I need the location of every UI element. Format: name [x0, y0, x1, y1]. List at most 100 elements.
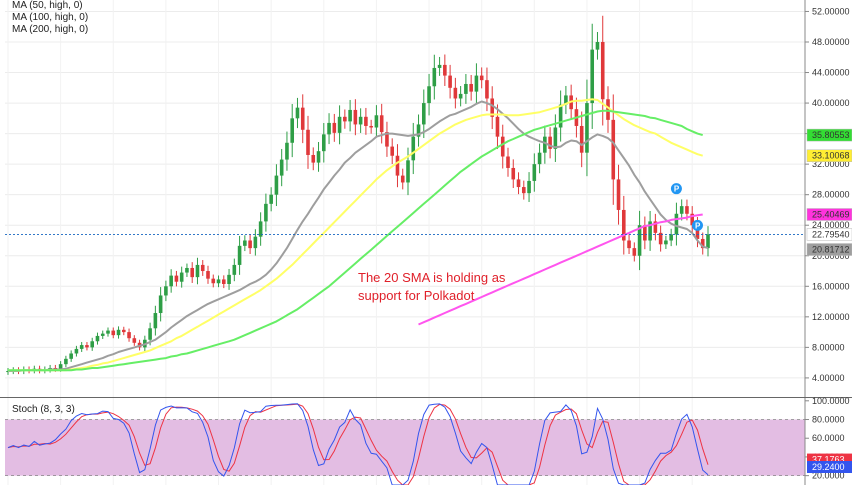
candle-body [285, 142, 289, 160]
candle-body [516, 179, 521, 188]
candle-body [427, 86, 431, 104]
candle [558, 90, 563, 142]
candle-body [269, 194, 273, 204]
candle-body [437, 64, 442, 68]
candle-body [164, 286, 168, 296]
candle-body [232, 264, 237, 275]
candle-body [90, 341, 95, 348]
candle-body [74, 348, 79, 354]
price-badge: 35.80553 [806, 128, 852, 142]
candle-body [132, 338, 137, 343]
candle-body [453, 87, 458, 99]
grid [5, 0, 805, 485]
candle-body [169, 275, 173, 287]
candle [158, 287, 163, 322]
candle [411, 122, 416, 175]
candle-body [458, 93, 463, 99]
candle-body [195, 264, 200, 278]
candle [600, 15, 605, 126]
candle-body [190, 267, 195, 278]
candle [706, 226, 710, 257]
price-panel[interactable]: PP [5, 15, 805, 375]
annotation: The 20 SMA is holding as support for Pol… [358, 270, 506, 303]
candle [206, 265, 210, 284]
candle-body [521, 187, 526, 194]
candle-body [53, 367, 58, 369]
candle-body [321, 134, 326, 152]
stoch-badge-box [807, 461, 852, 474]
candle [285, 131, 289, 171]
moving-average-lines [8, 98, 709, 372]
candle-body [500, 136, 505, 157]
candle-body [69, 353, 73, 359]
candle [643, 216, 647, 250]
candle [579, 111, 584, 168]
candle [527, 172, 531, 202]
candle-body [548, 136, 552, 149]
candle-body [353, 109, 358, 125]
candle-body [653, 221, 658, 233]
candle-body [464, 83, 468, 94]
candle [253, 229, 258, 256]
stochastic-lines [7, 403, 709, 485]
candle [443, 54, 447, 86]
candle-body [690, 213, 695, 226]
candle-body [506, 156, 510, 168]
price-badges: 35.80553 33.10068 25.40469 22.79540 20.81712 [806, 128, 852, 256]
candle [664, 235, 668, 250]
marker-circle [691, 219, 703, 231]
price-badge-label: 20.81712 [812, 245, 850, 255]
candle-body [416, 124, 421, 137]
candle [169, 269, 173, 293]
candle [237, 235, 242, 275]
candle [69, 350, 73, 362]
candle-body [385, 132, 389, 147]
candle-body [290, 118, 295, 143]
stoch-badge-label: 37.1763 [812, 455, 845, 465]
candle [111, 327, 116, 339]
candle-body [443, 64, 447, 76]
candle-body [332, 122, 337, 133]
candle [121, 326, 126, 336]
candle [564, 85, 568, 115]
candle [390, 138, 395, 165]
candle-body [406, 160, 410, 183]
candle-body [343, 116, 347, 122]
candle-body [243, 240, 247, 246]
candle [132, 335, 137, 346]
candle [269, 187, 273, 212]
candle [279, 148, 284, 187]
candle-body [274, 175, 279, 195]
price-tick-label: 40.00000 [812, 98, 850, 108]
price-tick-label: 44.00000 [812, 68, 850, 78]
candle-body [469, 83, 473, 92]
price-badge: 22.79540 [806, 228, 852, 241]
candle-body [85, 345, 89, 348]
price-badge-label: 22.79540 [812, 229, 850, 239]
candle [316, 142, 321, 172]
pattern-marker: P [691, 219, 703, 231]
candle-body [369, 125, 373, 128]
candle-body [221, 279, 226, 285]
price-badge-box [806, 228, 852, 241]
candle-body [585, 103, 589, 153]
candle [95, 332, 100, 345]
stoch-tick-label: 100.0000 [812, 396, 850, 406]
price-axis[interactable]: 52.0000048.0000044.0000040.0000036.00000… [804, 0, 852, 397]
candle [100, 330, 105, 339]
candle [232, 258, 237, 282]
price-tick-label: 52.00000 [812, 6, 850, 16]
candle-body [611, 119, 616, 180]
stochastic-panel[interactable]: Stoch (8, 3, 3) 100.000080.000060.000040… [5, 396, 852, 485]
candle-body [100, 333, 105, 336]
candle-body [295, 107, 300, 119]
candle [321, 123, 326, 163]
candle [543, 125, 547, 164]
candle-body [411, 136, 416, 161]
candle [453, 77, 458, 109]
candle [621, 195, 626, 255]
candle-body [121, 329, 126, 333]
candle [669, 228, 673, 247]
marker-label: P [695, 221, 701, 230]
